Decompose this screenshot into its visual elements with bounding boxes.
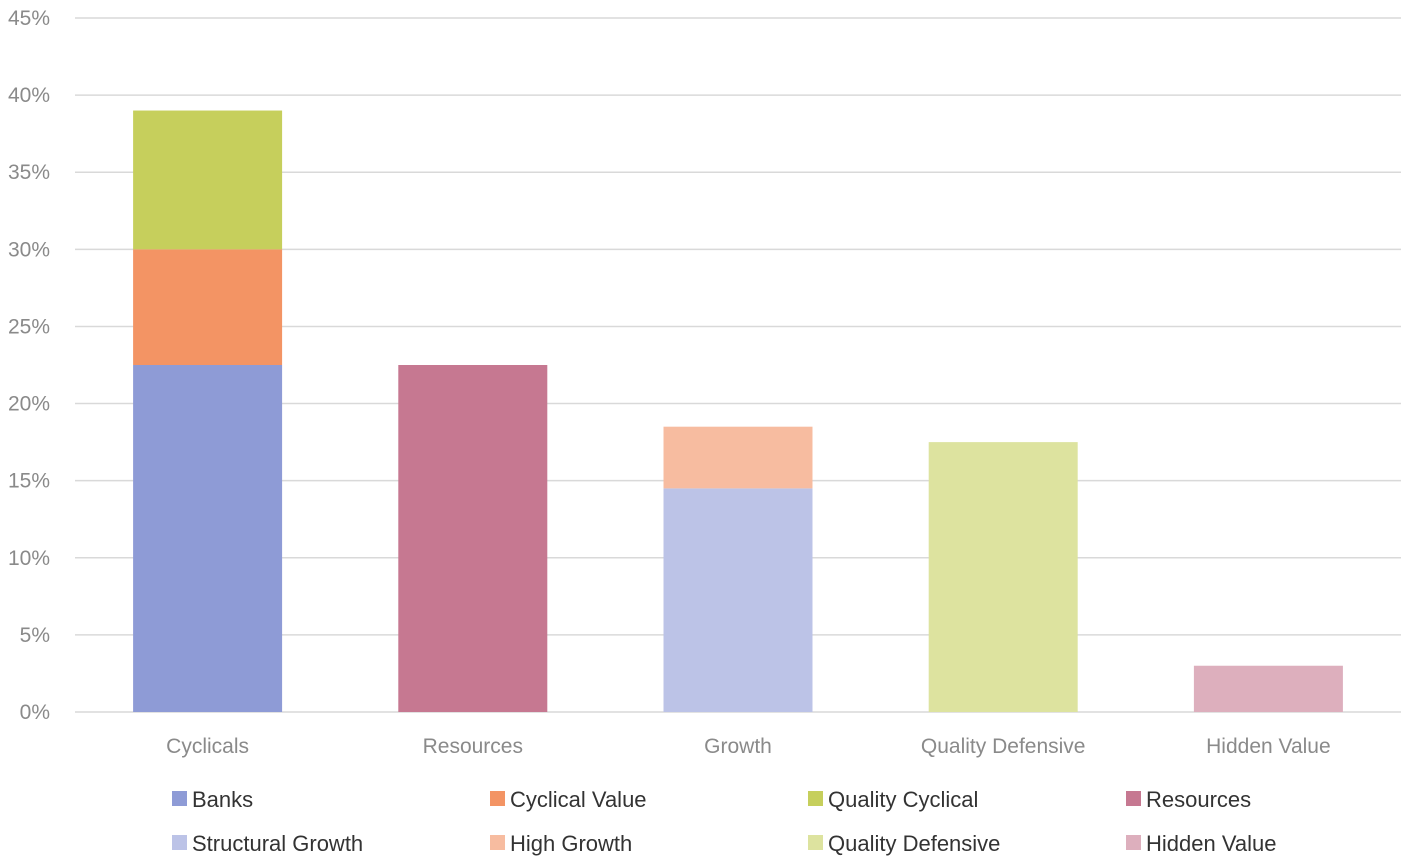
y-tick-label: 15% [8, 470, 50, 493]
legend-label: High Growth [510, 831, 632, 856]
legend-item: Banks [172, 787, 253, 812]
legend-item: Resources [1126, 787, 1251, 812]
legend-swatch [808, 835, 823, 850]
legend-label: Cyclical Value [510, 787, 647, 812]
y-tick-label: 0% [20, 701, 50, 724]
legend-label: Resources [1146, 787, 1251, 812]
legend-label: Banks [192, 787, 253, 812]
bar-segment [398, 365, 548, 712]
bar-segment [133, 249, 283, 365]
bars [133, 110, 1343, 712]
legend-swatch [1126, 835, 1141, 850]
y-tick-label: 10% [8, 547, 50, 570]
y-axis-tick-labels: 0% 5% 10% 15% 20% 25% 30% 35% 40% 45% [8, 7, 50, 724]
legend-swatch [172, 791, 187, 806]
legend-item: Hidden Value [1126, 831, 1276, 856]
bar-segment [133, 365, 283, 712]
bar-segment [663, 426, 813, 489]
x-category-label: Resources [423, 735, 523, 758]
legend-swatch [1126, 791, 1141, 806]
y-tick-label: 5% [20, 624, 50, 647]
legend-swatch [490, 835, 505, 850]
legend-swatch [808, 791, 823, 806]
x-category-label: Cyclicals [166, 735, 249, 758]
y-tick-label: 45% [8, 7, 50, 30]
x-axis-category-labels: Cyclicals Resources Growth Quality Defensiv… [166, 735, 1330, 758]
x-category-label: Hidden Value [1206, 735, 1331, 758]
legend-item: Quality Cyclical [808, 787, 978, 812]
legend-item: Structural Growth [172, 831, 363, 856]
legend: Banks Cyclical Value Quality Cyclical Resou… [172, 787, 1276, 856]
x-category-label: Quality Defensive [921, 735, 1086, 758]
bar-segment [663, 488, 813, 712]
legend-label: Quality Cyclical [828, 787, 978, 812]
legend-item: High Growth [490, 831, 632, 856]
gridlines [75, 17, 1401, 713]
y-tick-label: 30% [8, 238, 50, 261]
bar-segment [1193, 665, 1343, 712]
y-tick-label: 40% [8, 84, 50, 107]
legend-label: Structural Growth [192, 831, 363, 856]
legend-label: Quality Defensive [828, 831, 1000, 856]
legend-item: Quality Defensive [808, 831, 1000, 856]
y-tick-label: 35% [8, 161, 50, 184]
y-tick-label: 25% [8, 315, 50, 338]
legend-swatch [172, 835, 187, 850]
y-tick-label: 20% [8, 393, 50, 416]
legend-swatch [490, 791, 505, 806]
legend-item: Cyclical Value [490, 787, 647, 812]
bar-segment [928, 442, 1078, 712]
bar-segment [133, 110, 283, 250]
legend-label: Hidden Value [1146, 831, 1276, 856]
x-category-label: Growth [704, 735, 772, 758]
